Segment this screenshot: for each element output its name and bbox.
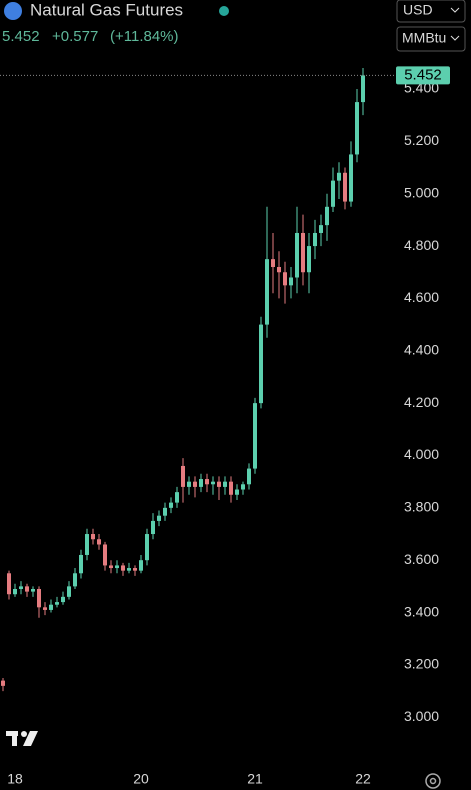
- candle-body: [247, 468, 251, 485]
- candle-body: [337, 172, 341, 181]
- candle-body: [343, 172, 347, 202]
- x-tick-label: 21: [247, 771, 263, 787]
- candle-body: [103, 544, 107, 566]
- settings-icon[interactable]: [425, 773, 441, 789]
- candle-body: [163, 507, 167, 516]
- candle-body: [85, 534, 89, 555]
- candle-body: [115, 565, 119, 569]
- unit-button[interactable]: [396, 26, 466, 52]
- candle-body: [175, 492, 179, 503]
- candle-body: [217, 481, 221, 487]
- candle-body: [187, 481, 191, 487]
- candle-body: [241, 484, 245, 490]
- candle-body: [199, 479, 203, 487]
- change: +0.577: [52, 28, 98, 45]
- y-tick-label: 5.200: [404, 132, 439, 148]
- candle-body: [355, 102, 359, 155]
- candle-body: [157, 515, 161, 521]
- candle-body: [91, 534, 95, 540]
- candle-body: [109, 565, 113, 569]
- candle-body: [253, 403, 257, 469]
- candle-body: [169, 502, 173, 508]
- candle-body: [145, 534, 149, 561]
- candle-body: [349, 154, 353, 202]
- y-tick-label: 5.000: [404, 184, 439, 200]
- candle-body: [265, 259, 269, 325]
- chevron: [450, 7, 460, 13]
- candle-body: [283, 272, 287, 286]
- candle-body: [127, 568, 131, 571]
- y-tick-label: 4.600: [404, 289, 439, 305]
- candle-body: [97, 539, 101, 545]
- x-tick-label: 20: [133, 771, 149, 787]
- candle-body: [205, 479, 209, 485]
- candle-body: [133, 568, 137, 571]
- candle-body: [235, 489, 239, 495]
- candle-body: [325, 206, 329, 226]
- candle-body: [211, 481, 215, 485]
- candle-body: [295, 232, 299, 278]
- y-tick-label: 3.000: [404, 708, 439, 724]
- candle-body: [331, 180, 335, 207]
- y-tick-label: 4.200: [404, 394, 439, 410]
- candle-body: [49, 604, 53, 610]
- y-tick-label: 4.800: [404, 237, 439, 253]
- candle-body: [25, 586, 29, 592]
- last-price-label: 5.452: [404, 66, 442, 83]
- candle-body: [181, 465, 185, 487]
- candle-body: [313, 232, 317, 247]
- y-tick-label: 3.800: [404, 499, 439, 515]
- chevron: [450, 35, 460, 41]
- candle-body: [193, 481, 197, 487]
- candle-body: [259, 324, 263, 404]
- currency[interactable]: USD: [403, 2, 433, 18]
- candle-body: [37, 588, 41, 608]
- y-tick-label: 3.200: [404, 656, 439, 672]
- candle-body: [73, 573, 77, 587]
- candle-body: [121, 565, 125, 571]
- unit[interactable]: MMBtu: [402, 30, 446, 46]
- price: 5.452: [2, 28, 40, 45]
- candle-body: [301, 232, 305, 273]
- candle-body: [55, 602, 59, 605]
- symbol-title: Natural Gas Futures: [30, 0, 183, 19]
- symbol-icon: [4, 2, 22, 20]
- candle-body: [139, 560, 143, 571]
- last-price-badge: [396, 66, 450, 85]
- candle-body: [7, 573, 11, 595]
- x-tick-label: 18: [7, 771, 23, 787]
- candle-body: [31, 588, 35, 592]
- candle-body: [223, 481, 227, 487]
- tradingview-logo: [6, 731, 38, 746]
- candle-body: [289, 277, 293, 286]
- y-tick-label: 4.000: [404, 446, 439, 462]
- candle-body: [307, 246, 311, 273]
- change-pct: (+11.84%): [110, 28, 179, 45]
- x-tick-label: 22: [355, 771, 371, 787]
- candle-body: [151, 520, 155, 535]
- y-tick-label: 3.600: [404, 551, 439, 567]
- candle-body: [1, 680, 5, 686]
- candle-body: [67, 586, 71, 597]
- candle-body: [61, 596, 65, 603]
- candle-body: [277, 267, 281, 273]
- candle-body: [43, 607, 47, 610]
- candle-body: [361, 75, 365, 103]
- candle-body: [13, 588, 17, 595]
- y-tick-label: 4.400: [404, 341, 439, 357]
- candle-body: [319, 225, 323, 233]
- candle-body: [79, 554, 83, 574]
- y-tick-label: 3.400: [404, 603, 439, 619]
- candle-body: [19, 586, 23, 589]
- market-status: [219, 6, 229, 16]
- candle-body: [229, 481, 233, 495]
- currency-button[interactable]: [396, 0, 466, 23]
- candle-body: [271, 259, 275, 268]
